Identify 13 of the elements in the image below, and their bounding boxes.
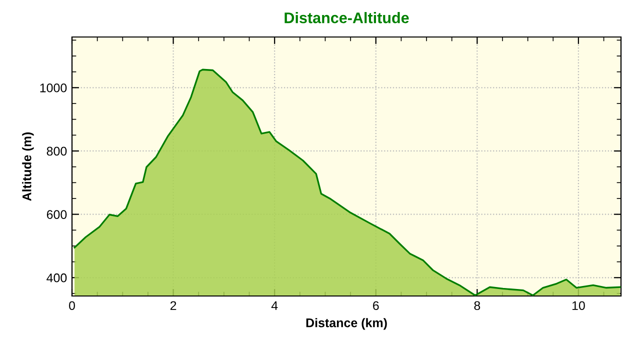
y-tick-label: 400	[46, 273, 67, 282]
x-tick-label: 10	[572, 301, 585, 310]
x-tick-label: 0	[69, 301, 75, 310]
y-axis-title: Altitude (m)	[22, 132, 34, 201]
y-tick-label: 1000	[40, 83, 67, 92]
y-tick-label: 600	[46, 210, 67, 219]
x-tick-label: 2	[170, 301, 176, 310]
x-axis-title: Distance (km)	[306, 318, 387, 330]
x-tick-label: 8	[474, 301, 480, 310]
x-tick-label: 4	[271, 301, 278, 310]
chart-title: Distance-Altitude	[284, 12, 409, 24]
x-tick-label: 6	[373, 301, 379, 310]
y-tick-label: 800	[46, 146, 67, 156]
